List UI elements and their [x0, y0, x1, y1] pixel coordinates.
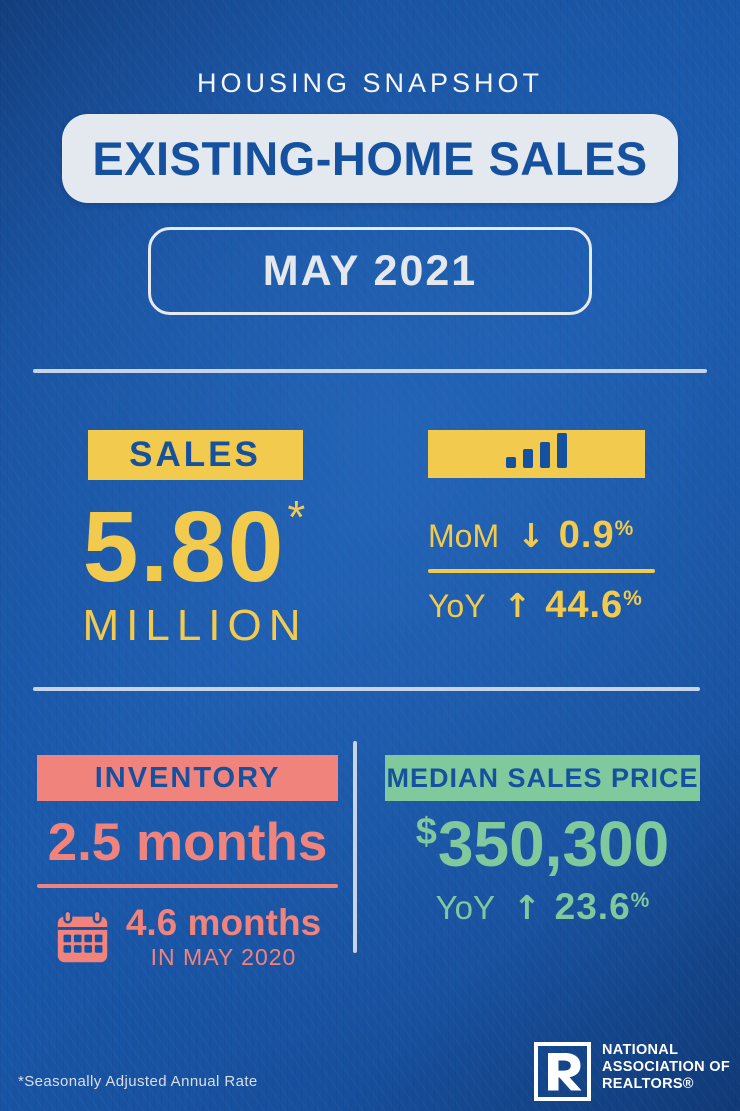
period-label: MAY 2021	[262, 246, 478, 295]
prior-inventory-text: 4.6 months IN MAY 2020	[126, 904, 321, 971]
nar-logo: NATIONAL ASSOCIATION OF REALTORS®	[534, 1042, 730, 1101]
inventory-label-chip: INVENTORY	[37, 755, 338, 801]
asterisk-note: *	[287, 491, 308, 543]
sales-number: 5.80	[82, 491, 286, 603]
median-price-value: $350,300	[385, 812, 700, 876]
price-yoy-label: YoY	[435, 889, 495, 926]
sales-label: SALES	[129, 435, 261, 474]
mom-row: MoM ↓ 0.9%	[428, 514, 655, 557]
median-price-number: 350,300	[437, 808, 670, 880]
arrow-up-icon: ↑	[503, 586, 532, 625]
footnote: *Seasonally Adjusted Annual Rate	[18, 1073, 258, 1090]
prior-inventory-row: 4.6 months IN MAY 2020	[37, 904, 338, 971]
median-price-section: MEDIAN SALES PRICE $350,300 YoY ↑ 23.6%	[385, 755, 700, 928]
sales-section: SALES 5.80* MILLION	[40, 430, 350, 651]
divider-middle	[33, 687, 700, 691]
bar-chart-chip	[428, 430, 645, 478]
yoy-row: YoY ↑ 44.6%	[428, 584, 655, 627]
inventory-divider	[37, 883, 338, 888]
eyebrow-title: HOUSING SNAPSHOT	[196, 68, 544, 98]
nar-line-3: REALTORS®	[602, 1076, 694, 1093]
dollar-sign: $	[415, 811, 437, 853]
prior-inventory-caption: IN MAY 2020	[150, 943, 297, 970]
yoy-percent-sign: %	[623, 587, 642, 610]
realtor-r-logo-icon	[534, 1042, 591, 1101]
bar-chart-icon	[506, 433, 567, 473]
sales-unit: MILLION	[82, 601, 308, 650]
main-title-box: EXISTING-HOME SALES	[62, 114, 678, 203]
price-yoy-row: YoY ↑ 23.6%	[385, 886, 700, 928]
calendar-icon	[57, 909, 108, 962]
yoy-label: YoY	[428, 588, 486, 624]
arrow-down-icon: ↓	[517, 516, 545, 555]
sales-value: 5.80*	[40, 494, 350, 597]
mom-value: 0.9	[558, 514, 615, 556]
inventory-value: 2.5 months	[47, 813, 328, 872]
period-box: MAY 2021	[148, 227, 592, 315]
nar-line-1: NATIONAL	[602, 1042, 679, 1058]
sales-trend-section: MoM ↓ 0.9% YoY ↑ 44.6%	[428, 430, 655, 627]
prior-inventory-value: 4.6 months	[125, 901, 322, 943]
median-price-label: MEDIAN SALES PRICE	[386, 762, 699, 793]
price-yoy-percent-sign: %	[630, 889, 650, 912]
inventory-section: INVENTORY 2.5 months 4.6 months IN MAY 2…	[37, 755, 338, 971]
price-yoy-value: 23.6	[554, 886, 631, 927]
nar-line-2: ASSOCIATION OF	[602, 1059, 730, 1076]
divider-top	[33, 369, 707, 373]
trend-divider	[428, 569, 655, 573]
mom-percent-sign: %	[614, 517, 634, 540]
main-title: EXISTING-HOME SALES	[92, 132, 648, 185]
nar-logo-text: NATIONAL ASSOCIATION OF REALTORS®	[602, 1042, 730, 1093]
mom-label: MoM	[428, 518, 500, 554]
inventory-label: INVENTORY	[94, 761, 281, 794]
arrow-up-icon: ↑	[513, 888, 541, 927]
yoy-value: 44.6	[545, 584, 624, 626]
sales-label-chip: SALES	[87, 430, 303, 480]
divider-vertical	[353, 741, 357, 953]
median-price-label-chip: MEDIAN SALES PRICE	[385, 755, 700, 801]
